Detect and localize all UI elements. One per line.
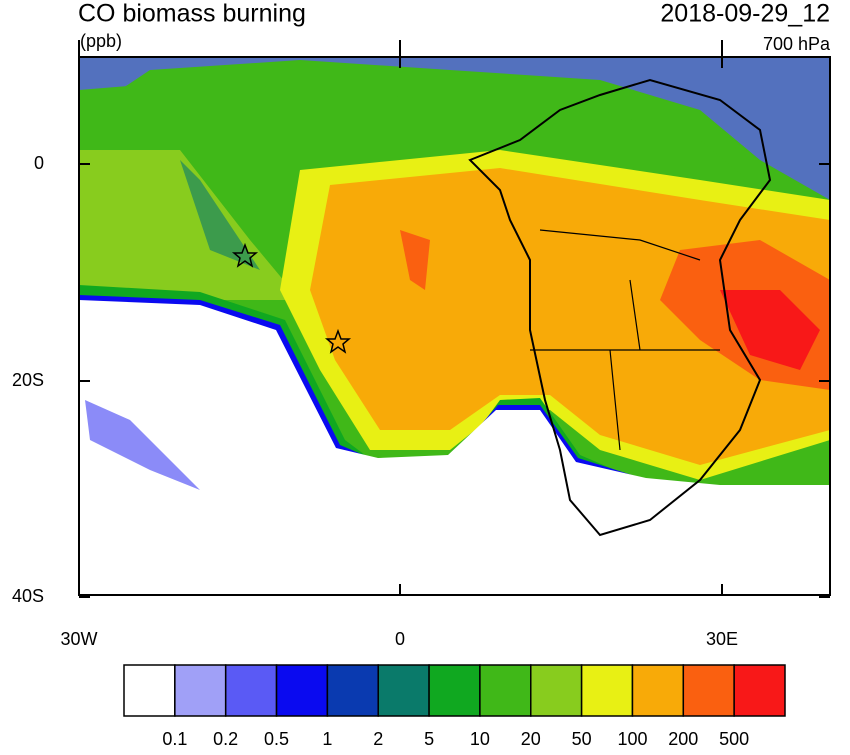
date: 2018-09-29_12 [660,0,830,28]
colorbar-label: 20 [521,729,541,749]
title: CO biomass burning [78,0,306,28]
lon-label: 30E [706,629,738,649]
color-box [326,664,379,717]
lat-label: 0 [34,153,44,173]
colorbar-label: 5 [424,729,434,749]
units: (ppb) [80,31,122,51]
colorbar-label: 200 [668,729,698,749]
colorbar: 0.1 0.2 0.5 1 2 5 10 20 50 100 200 500 [123,664,786,749]
lat-label: 20S [12,370,44,390]
colorbar-label: 0.1 [162,729,187,749]
colorbar-label: 2 [373,729,383,749]
color-box [224,664,278,717]
color-box [682,664,735,717]
colorbar-label: 50 [572,729,592,749]
map-field [78,56,831,596]
colorbar-label: 1 [322,729,332,749]
color-box [580,664,634,717]
colorbar-label: 100 [617,729,647,749]
color-box [377,664,430,717]
color-box [530,664,583,717]
lon-label: 0 [395,629,405,649]
colorbar-label: 0.2 [213,729,238,749]
color-box [123,664,176,717]
color-box [479,664,532,717]
color-box [428,664,481,717]
color-box [174,664,227,717]
color-box [631,664,685,717]
lon-label: 30W [60,629,97,649]
color-box [733,664,786,717]
lat-label: 40S [12,586,44,606]
colorbar-label: 500 [719,729,749,749]
color-box [275,664,329,717]
colorbar-label: 0.5 [264,729,289,749]
colorbar-label: 10 [470,729,490,749]
axis-ticks: 0 20S 40S 30W 0 30E [12,40,830,649]
pressure-level: 700 hPa [763,34,831,54]
